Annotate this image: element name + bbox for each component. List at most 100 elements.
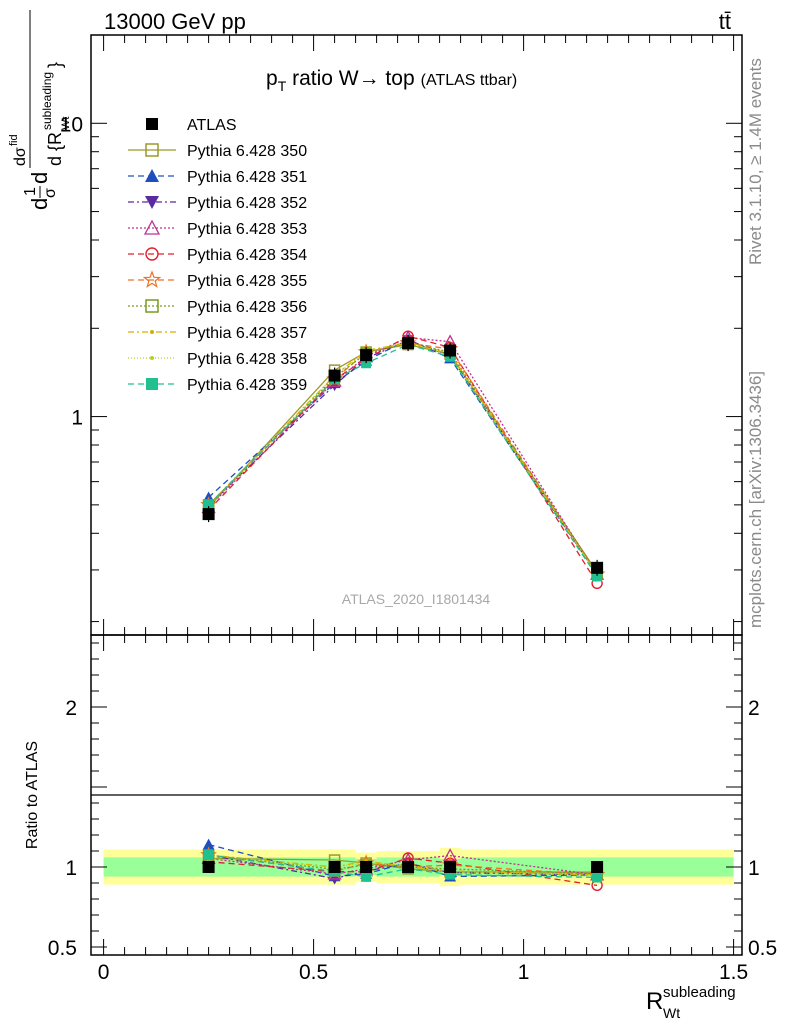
- legend-label: Pythia 6.428 356: [187, 299, 307, 316]
- plot-title: pT ratio W→ top (ATLAS ttbar): [266, 67, 517, 94]
- series-pythia-6-428-351: [202, 333, 604, 580]
- ratio-series-layer: [200, 838, 606, 892]
- legend-entry: Pythia 6.428 353: [128, 219, 307, 238]
- data-point: [444, 344, 457, 357]
- svg-text:subleading: subleading: [663, 984, 736, 1001]
- data-point: [360, 349, 373, 362]
- ratio-point: [443, 848, 458, 862]
- ratio-point: [402, 861, 415, 873]
- ratio-line: [208, 857, 598, 876]
- series-line: [208, 335, 598, 584]
- svg-text:}: }: [45, 62, 65, 68]
- ratio-point: [361, 871, 372, 882]
- series-line: [208, 338, 598, 575]
- legend-marker: [150, 356, 154, 360]
- svg-text:Wt: Wt: [60, 117, 72, 130]
- legend-label: Pythia 6.428 352: [187, 195, 307, 212]
- main-ylabel: d 1 σ d dσ fid d {R Wt subleading }: [8, 10, 72, 210]
- data-point: [591, 561, 604, 574]
- xtick-label: 1: [518, 961, 530, 984]
- legend-label: Pythia 6.428 355: [187, 273, 307, 290]
- legend-marker: [150, 330, 154, 334]
- plot-title-sub: T: [278, 78, 287, 94]
- ratio-ytick-label: 2: [65, 697, 77, 720]
- legend-marker: [145, 196, 159, 209]
- ratio-point: [202, 838, 215, 850]
- series-pythia-6-428-352: [202, 335, 604, 581]
- header-process: 13000 GeV pp: [104, 9, 246, 34]
- svg-text:1: 1: [22, 187, 39, 196]
- data-point: [361, 358, 372, 369]
- plot-title-small: (ATLAS ttbar): [421, 72, 518, 89]
- legend-entry: Pythia 6.428 356: [128, 299, 307, 316]
- ratio-frame: [90, 634, 743, 956]
- ratio-ytick-label: 0.5: [48, 937, 77, 960]
- svg-text:σ: σ: [42, 188, 59, 198]
- series-pythia-6-428-350: [202, 338, 603, 578]
- ratio-point: [202, 861, 215, 873]
- svg-text:dσ: dσ: [12, 147, 29, 166]
- svg-text:d: d: [27, 198, 52, 210]
- main-ytick-label: 10: [60, 113, 83, 136]
- svg-text:R: R: [646, 988, 663, 1015]
- svg-text:fid: fid: [8, 134, 20, 146]
- series-pythia-6-428-354: [202, 330, 603, 590]
- rivet-label: Rivet 3.1.10, ≥ 1.4M events: [746, 58, 765, 265]
- data-point: [592, 571, 603, 582]
- main-ytick-label: 1: [71, 407, 83, 430]
- svg-text:d {R: d {R: [45, 132, 65, 166]
- legend-entry: Pythia 6.428 352: [128, 195, 307, 212]
- legend-entry: ATLAS: [146, 117, 237, 134]
- legend-label: Pythia 6.428 354: [187, 247, 307, 264]
- ratio-line: [208, 854, 598, 876]
- legend-entry: Pythia 6.428 351: [128, 169, 307, 186]
- svg-text:subleading: subleading: [40, 72, 54, 130]
- x-axis-label: R Wt subleading: [646, 984, 736, 1021]
- ratio-point: [360, 861, 373, 873]
- data-point: [402, 337, 415, 350]
- plot-title-main: ratio W→ top: [286, 67, 414, 90]
- legend-label: Pythia 6.428 350: [187, 143, 307, 160]
- mcplots-label: mcplots.cern.ch [arXiv:1306.3436]: [746, 371, 765, 628]
- ratio-axis-ticks: 0.5 0.5 1 1 2 2 0 0.5 1 1.5: [48, 635, 777, 984]
- series-pythia-6-428-359: [203, 339, 603, 582]
- main-series-layer: [200, 330, 606, 590]
- legend-entry: Pythia 6.428 357: [128, 325, 307, 342]
- series-pythia-6-428-358: [206, 339, 600, 577]
- legend-marker: [145, 299, 159, 313]
- xtick-label: 0: [98, 961, 110, 984]
- main-panel: 1 10 pT ratio W→ top (ATLAS ttbar) d 1 σ d…: [8, 10, 743, 636]
- legend-marker: [146, 378, 158, 390]
- legend-marker: [146, 118, 158, 130]
- series-atlas: [202, 335, 604, 576]
- legend-label: Pythia 6.428 357: [187, 325, 307, 342]
- legend-marker: [145, 169, 159, 182]
- series-line: [208, 342, 598, 574]
- ratio-ylabel: Ratio to ATLAS: [24, 741, 41, 849]
- data-point: [203, 499, 214, 510]
- header-final-state: tt̄: [719, 9, 731, 34]
- series-line: [208, 336, 598, 575]
- series-line: [208, 341, 598, 575]
- data-point: [202, 508, 215, 521]
- legend-marker: [145, 247, 159, 261]
- band-inner: [103, 857, 356, 877]
- xtick-label: 1.5: [719, 961, 748, 984]
- watermark: ATLAS_2020_I1801434: [342, 591, 491, 607]
- ratio-ytick-label: 1: [65, 857, 77, 880]
- legend-entry: Pythia 6.428 350: [128, 143, 307, 160]
- main-axis-ticks: 1 10: [60, 34, 742, 635]
- data-point: [328, 369, 341, 382]
- ratio-line: [208, 854, 598, 879]
- ratio-line: [208, 843, 598, 878]
- svg-text:d: d: [27, 172, 52, 184]
- series-line: [208, 342, 598, 575]
- ratio-point: [445, 869, 456, 880]
- legend-label: ATLAS: [187, 117, 237, 134]
- ratio-point: [591, 861, 604, 873]
- legend-marker: [142, 270, 162, 288]
- ratio-ytick-label-right: 1: [748, 857, 760, 880]
- series-pythia-6-428-353: [201, 330, 605, 580]
- xtick-label: 0.5: [299, 961, 328, 984]
